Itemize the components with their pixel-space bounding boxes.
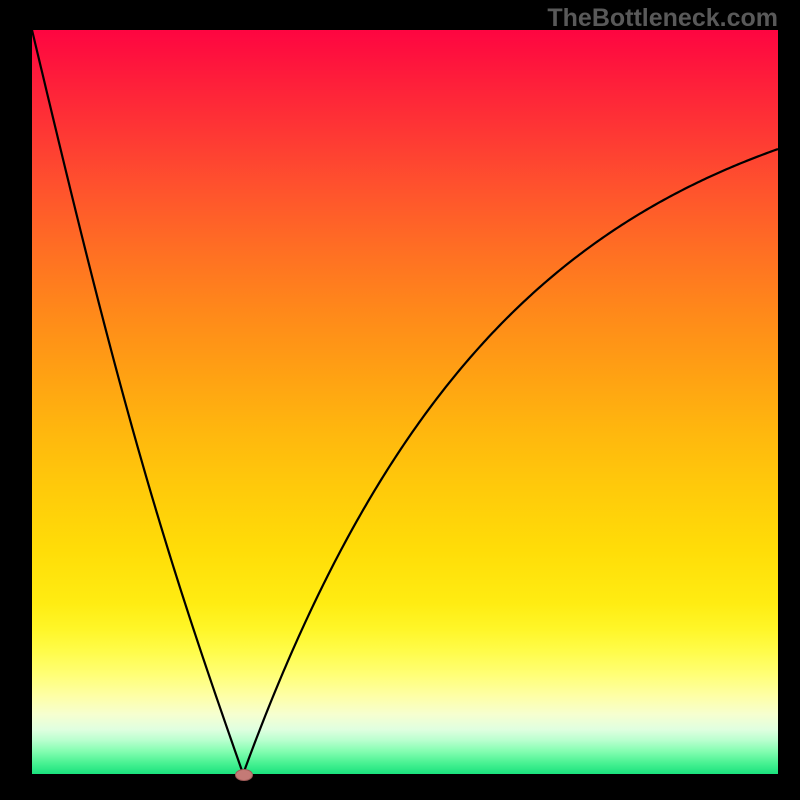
chart-container: TheBottleneck.com [0, 0, 800, 800]
bottleneck-curve [32, 30, 778, 774]
curve-layer [0, 0, 800, 800]
watermark-text: TheBottleneck.com [547, 4, 778, 33]
